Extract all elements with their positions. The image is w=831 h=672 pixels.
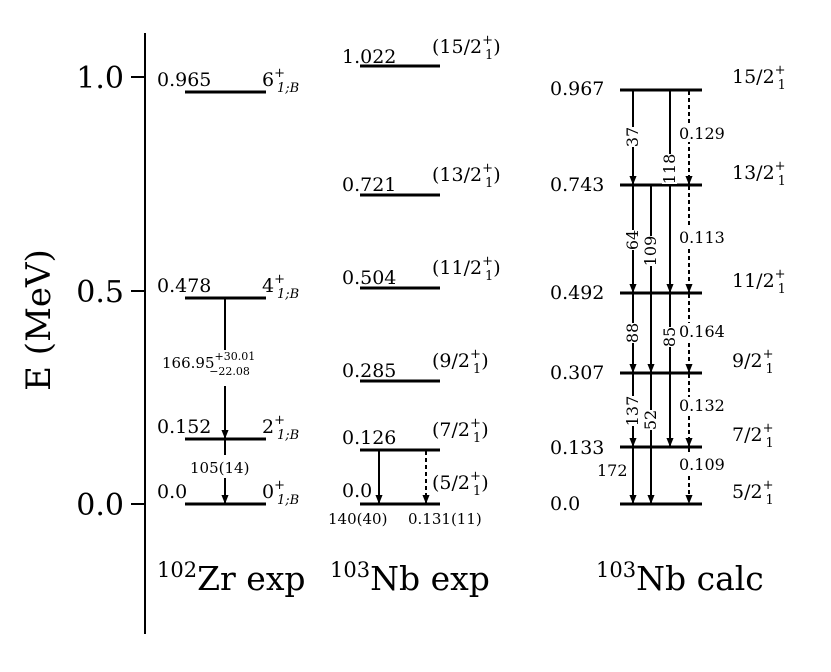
svg-text:137: 137 xyxy=(623,396,642,427)
label-64: 64 xyxy=(623,230,642,250)
spin-label-nbcalc-7: 7/2+ 1 xyxy=(732,421,774,451)
spin-label-nbexp-7: (7/2+ 1) xyxy=(432,416,489,446)
column-title-nb-exp: 103Nb exp xyxy=(330,558,490,598)
energy-label-nbcalc-11: 0.492 xyxy=(550,282,604,304)
svg-text:118: 118 xyxy=(660,154,679,185)
energy-label-nbcalc-9: 0.307 xyxy=(550,362,604,384)
spin-label-zr-2: 2+ 1;B xyxy=(262,413,299,443)
spin-label-zr-6: 6+ 1;B xyxy=(262,66,299,96)
energy-label-nbcalc-7: 0.133 xyxy=(550,437,604,459)
spin-label-nbcalc-15: 15/2+ 1 xyxy=(732,63,786,93)
svg-text:85: 85 xyxy=(660,327,679,347)
spin-label-zr-4: 4+ 1;B xyxy=(262,272,299,302)
energy-label-nbexp-5: 0.0 xyxy=(342,480,372,502)
label-37: 37 xyxy=(623,127,642,147)
label-0-132: 0.132 xyxy=(679,396,725,415)
label-88: 88 xyxy=(623,323,642,343)
spin-label-nbcalc-11: 11/2+ 1 xyxy=(732,267,786,297)
label-118: 118 xyxy=(660,154,679,185)
spin-label-nbcalc-5: 5/2+ 1 xyxy=(732,478,774,508)
column-title-zr-exp: 102Zr exp xyxy=(157,558,306,598)
spin-label-nbexp-15: (15/2+ 1) xyxy=(432,33,501,63)
label-109: 109 xyxy=(641,236,660,267)
spin-label-nbcalc-9: 9/2+ 1 xyxy=(732,347,774,377)
label-85: 85 xyxy=(660,327,679,347)
column-title-nb-calc: 103Nb calc xyxy=(596,558,764,598)
energy-label-zr-2: 0.152 xyxy=(157,416,211,438)
energy-label-zr-6: 0.965 xyxy=(157,69,211,91)
energy-label-nbexp-7: 0.126 xyxy=(342,427,396,449)
column-zr-exp: 0.965 0.478 0.152 0.0 6+ 1;B 4+ 1;B 2+ 1;B … xyxy=(157,66,306,598)
energy-label-nbcalc-13: 0.743 xyxy=(550,174,604,196)
transition-label-zr-4-2: 166.95+30.01 −22.08 xyxy=(162,350,255,378)
transition-label-nbexp-m1: 0.131(11) xyxy=(408,510,482,528)
y-axis-label: E (MeV) xyxy=(19,249,59,391)
label-172: 172 xyxy=(597,461,628,480)
label-0-113: 0.113 xyxy=(679,228,725,247)
spin-label-nbcalc-13: 13/2+ 1 xyxy=(732,159,786,189)
energy-label-nbcalc-5: 0.0 xyxy=(550,493,580,515)
spin-label-nbexp-9: (9/2+ 1) xyxy=(432,347,489,377)
label-137: 137 xyxy=(623,396,642,427)
label-0-129: 0.129 xyxy=(679,124,725,143)
svg-text:88: 88 xyxy=(623,323,642,343)
energy-label-nbexp-9: 0.285 xyxy=(342,360,396,382)
energy-label-nbcalc-15: 0.967 xyxy=(550,78,604,100)
energy-label-nbexp-13: 0.721 xyxy=(342,174,396,196)
y-tick-label-0-0: 0.0 xyxy=(76,488,124,523)
svg-text:109: 109 xyxy=(641,236,660,267)
energy-label-nbexp-11: 0.504 xyxy=(342,267,396,289)
spin-label-zr-0: 0+ 1;B xyxy=(262,478,299,508)
energy-label-zr-0: 0.0 xyxy=(157,481,187,503)
label-0-109: 0.109 xyxy=(679,455,725,474)
label-52: 52 xyxy=(641,410,660,430)
energy-label-zr-4: 0.478 xyxy=(157,275,211,297)
y-tick-label-1-0: 1.0 xyxy=(76,61,124,96)
svg-text:52: 52 xyxy=(641,410,660,430)
spin-label-nbexp-13: (13/2+ 1) xyxy=(432,161,501,191)
transition-label-nbexp-e2: 140(40) xyxy=(328,510,387,528)
spin-label-nbexp-11: (11/2+ 1) xyxy=(432,254,501,284)
y-tick-label-0-5: 0.5 xyxy=(76,275,124,310)
transition-label-zr-2-0: 105(14) xyxy=(190,459,249,477)
svg-text:64: 64 xyxy=(623,230,642,250)
svg-text:37: 37 xyxy=(623,127,642,147)
spin-label-nbexp-5: (5/2+ 1) xyxy=(432,469,489,499)
label-0-164: 0.164 xyxy=(679,322,725,341)
energy-label-nbexp-15: 1.022 xyxy=(342,46,396,68)
column-nb-exp: 1.022 0.721 0.504 0.285 0.126 0.0 (15/2+… xyxy=(328,33,501,598)
column-nb-calc: 0.967 0.743 0.492 0.307 0.133 0.0 15/2+ 1… xyxy=(550,63,786,598)
